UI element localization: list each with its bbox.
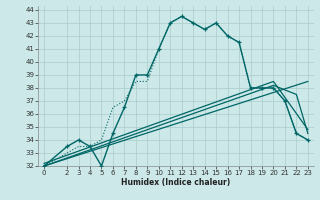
X-axis label: Humidex (Indice chaleur): Humidex (Indice chaleur) xyxy=(121,178,231,187)
